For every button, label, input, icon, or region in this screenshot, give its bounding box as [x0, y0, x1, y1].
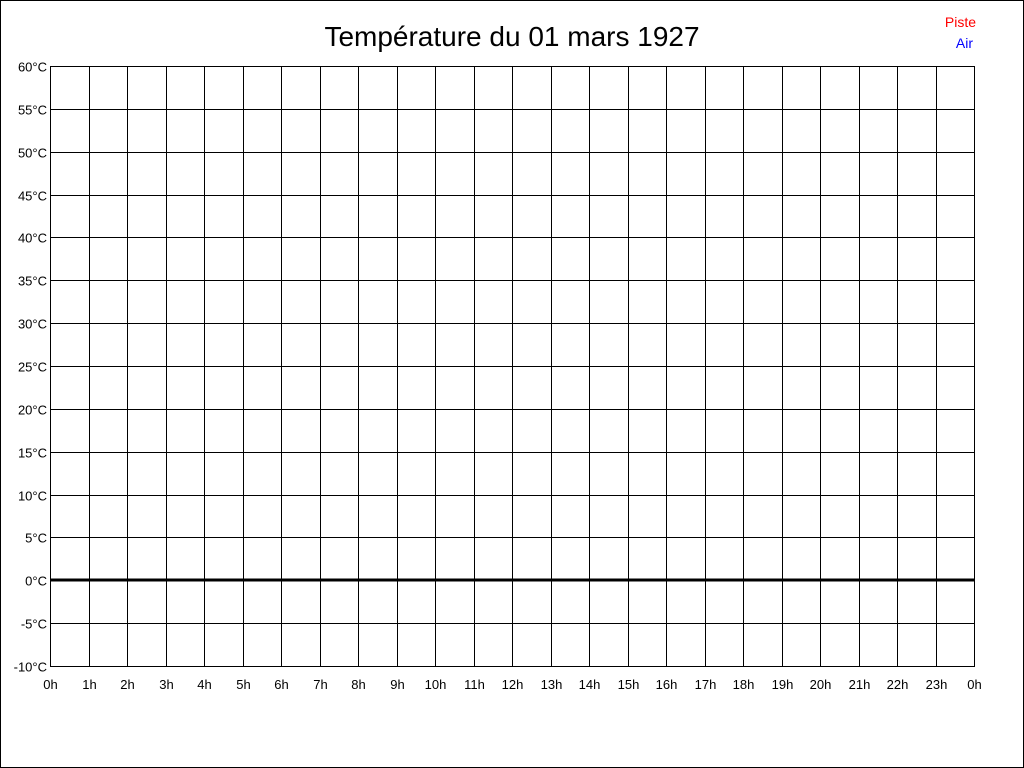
x-tick-label: 0h	[43, 677, 57, 692]
x-tick-label: 12h	[502, 677, 524, 692]
y-tick-label: 0°C	[25, 574, 47, 589]
x-tick-label: 14h	[579, 677, 601, 692]
x-tick-label: 18h	[733, 677, 755, 692]
x-tick-label: 6h	[274, 677, 288, 692]
x-tick-label: 10h	[425, 677, 447, 692]
x-tick-label: 1h	[82, 677, 96, 692]
x-tick-label: 19h	[772, 677, 794, 692]
chart-title: Température du 01 mars 1927	[324, 21, 699, 52]
grid	[50, 66, 975, 667]
y-tick-label: 60°C	[18, 60, 47, 75]
x-tick-label: 7h	[313, 677, 327, 692]
tick-labels: 0h 1h 2h 3h 4h 5h 6h 7h 8h 9h 10h 11h 12h 13h 14h 15h 16…	[14, 60, 982, 693]
y-tick-label: 10°C	[18, 489, 47, 504]
y-tick-label: 45°C	[18, 189, 47, 204]
y-tick-label: 5°C	[25, 531, 47, 546]
x-tick-label: 22h	[887, 677, 909, 692]
x-tick-label: 8h	[351, 677, 365, 692]
x-tick-label: 3h	[159, 677, 173, 692]
x-tick-label: 0h	[967, 677, 981, 692]
x-tick-label: 20h	[810, 677, 832, 692]
y-tick-label: 40°C	[18, 231, 47, 246]
x-tick-label: 4h	[197, 677, 211, 692]
x-tick-label: 2h	[120, 677, 134, 692]
y-tick-label: -10°C	[14, 660, 47, 675]
y-tick-label: 30°C	[18, 317, 47, 332]
y-tick-label: 50°C	[18, 146, 47, 161]
legend-air: Air	[956, 35, 973, 51]
x-tick-label: 9h	[390, 677, 404, 692]
x-tick-label: 11h	[464, 677, 485, 692]
x-tick-label: 17h	[695, 677, 717, 692]
y-tick-label: 55°C	[18, 103, 47, 118]
y-tick-label: 35°C	[18, 274, 47, 289]
y-tick-label: 25°C	[18, 360, 47, 375]
y-tick-label: -5°C	[21, 617, 47, 632]
y-tick-label: 15°C	[18, 446, 47, 461]
x-tick-label: 5h	[236, 677, 250, 692]
y-tick-label: 20°C	[18, 403, 47, 418]
x-tick-label: 15h	[618, 677, 640, 692]
legend-piste: Piste	[945, 14, 976, 30]
x-tick-label: 21h	[849, 677, 871, 692]
x-tick-label: 16h	[656, 677, 678, 692]
x-tick-label: 13h	[541, 677, 563, 692]
x-tick-label: 23h	[926, 677, 948, 692]
